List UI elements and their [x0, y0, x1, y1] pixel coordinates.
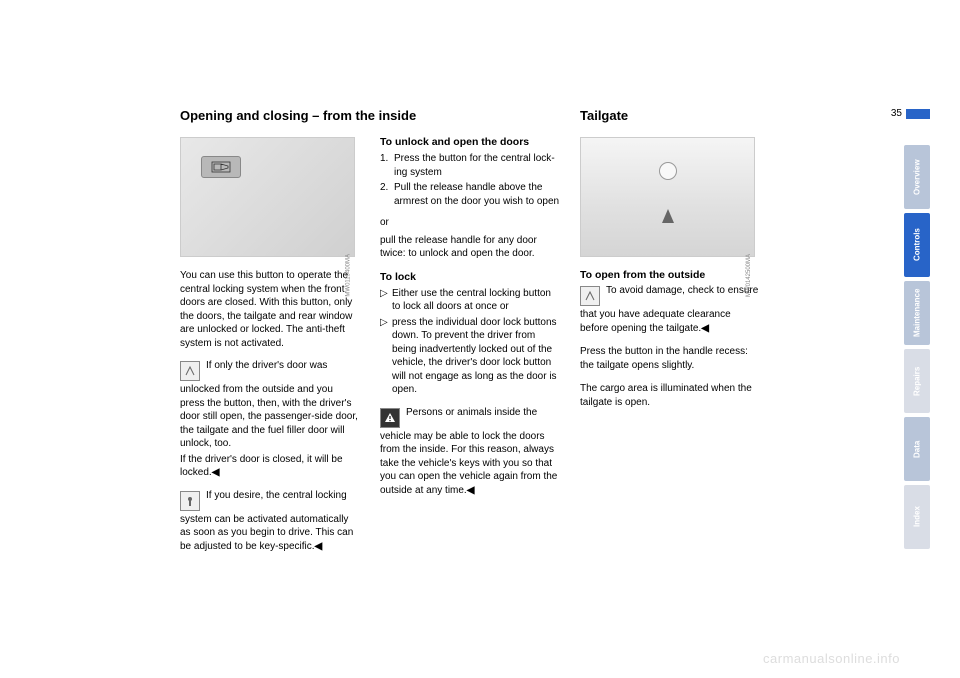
tab-index[interactable]: Index	[904, 485, 930, 549]
tab-overview[interactable]: Overview	[904, 145, 930, 209]
callout-tip-1: If only the driver's door was	[180, 360, 360, 381]
callout-text-part: If the driver's door is closed, it will …	[180, 454, 343, 479]
bullet-text: press the individual door lock buttons d…	[392, 316, 560, 397]
callout-tip-3: To avoid damage, check to ensure	[580, 285, 760, 306]
heading-open-outside: To open from the outside	[580, 269, 760, 281]
callout-text-part: system can be activated automati­cally a…	[180, 514, 353, 552]
heading-unlock-open: To unlock and open the doors	[380, 136, 560, 148]
bullet-item: ▷press the individual door lock buttons …	[380, 316, 560, 397]
tab-data[interactable]: Data	[904, 417, 930, 481]
list-text: Pull the release handle above the armres…	[394, 181, 560, 208]
list-text: Press the button for the central lock­in…	[394, 152, 560, 179]
callout-text: To avoid damage, check to ensure	[606, 285, 758, 296]
list-item: 1.Press the button for the central lock­…	[380, 152, 560, 179]
figure-code: MW0142500MA	[746, 254, 752, 297]
tip-icon	[180, 361, 200, 381]
heading-lock: To lock	[380, 271, 560, 283]
figure-code: MW0119400MA	[346, 254, 352, 297]
callout-continuation: that you have adequate clearance before …	[580, 308, 760, 335]
bullet-mark: ▷	[380, 287, 392, 314]
paragraph-press-button: Press the button in the handle recess: t…	[580, 345, 760, 372]
callout-continuation: unlocked from the outside and you press …	[180, 383, 360, 451]
tab-repairs[interactable]: Repairs	[904, 349, 930, 413]
list-number: 1.	[380, 152, 394, 179]
warning-continuation: vehicle may be able to lock the doors fr…	[380, 430, 560, 498]
heading-tailgate: Tailgate	[580, 108, 760, 123]
callout-continuation-2: If the driver's door is closed, it will …	[180, 453, 360, 480]
watermark: carmanualsonline.info	[763, 651, 900, 666]
callout-tip-2: If you desire, the central locking	[180, 490, 360, 511]
list-item: 2.Pull the release handle above the armr…	[380, 181, 560, 208]
arrow-up-icon	[662, 209, 674, 223]
intro-paragraph: You can use this button to operate the c…	[180, 269, 360, 350]
tab-maintenance[interactable]: Maintenance	[904, 281, 930, 345]
section-marker	[906, 109, 930, 119]
paragraph-cargo-illumination: The cargo area is illuminated when the t…	[580, 382, 760, 409]
warning-icon	[380, 408, 400, 428]
callout-text: If only the driver's door was	[206, 360, 327, 371]
bmw-badge	[659, 162, 677, 180]
warning-text: Persons or animals inside the	[406, 407, 537, 418]
or-text: or	[380, 216, 560, 230]
column-2: To unlock and open the doors 1.Press the…	[380, 108, 560, 563]
page-marker: 35	[891, 108, 930, 119]
callout-continuation: system can be activated automati­cally a…	[180, 513, 360, 554]
trunk-illustration	[581, 138, 754, 256]
key-icon	[180, 491, 200, 511]
column-1: Opening and closing – from the inside MW…	[180, 108, 360, 563]
figure-tailgate: MW0142500MA	[580, 137, 755, 257]
tip-icon	[580, 286, 600, 306]
bullet-text: Either use the central locking button to…	[392, 287, 560, 314]
callout-text: If you desire, the central locking	[206, 490, 347, 501]
end-mark: ◀	[467, 485, 475, 496]
ordered-list: 1.Press the button for the central lock­…	[380, 152, 560, 208]
bullet-mark: ▷	[380, 316, 392, 397]
page-number: 35	[891, 108, 902, 119]
page-content: Opening and closing – from the inside MW…	[180, 108, 900, 618]
bullet-item: ▷Either use the central locking button t…	[380, 287, 560, 314]
column-3: Tailgate MW0142500MA To open from the ou…	[580, 108, 760, 563]
callout-warning: Persons or animals inside the	[380, 407, 560, 428]
tab-controls[interactable]: Controls	[904, 213, 930, 277]
end-mark: ◀	[701, 323, 709, 334]
list-number: 2.	[380, 181, 394, 208]
end-mark: ◀	[212, 467, 220, 478]
sidebar-tabs: Overview Controls Maintenance Repairs Da…	[904, 145, 930, 549]
or-paragraph: pull the release handle for any door twi…	[380, 234, 560, 261]
figure-central-lock-button: MW0119400MA	[180, 137, 355, 257]
end-mark: ◀	[315, 541, 323, 552]
button-illustration	[201, 156, 241, 178]
